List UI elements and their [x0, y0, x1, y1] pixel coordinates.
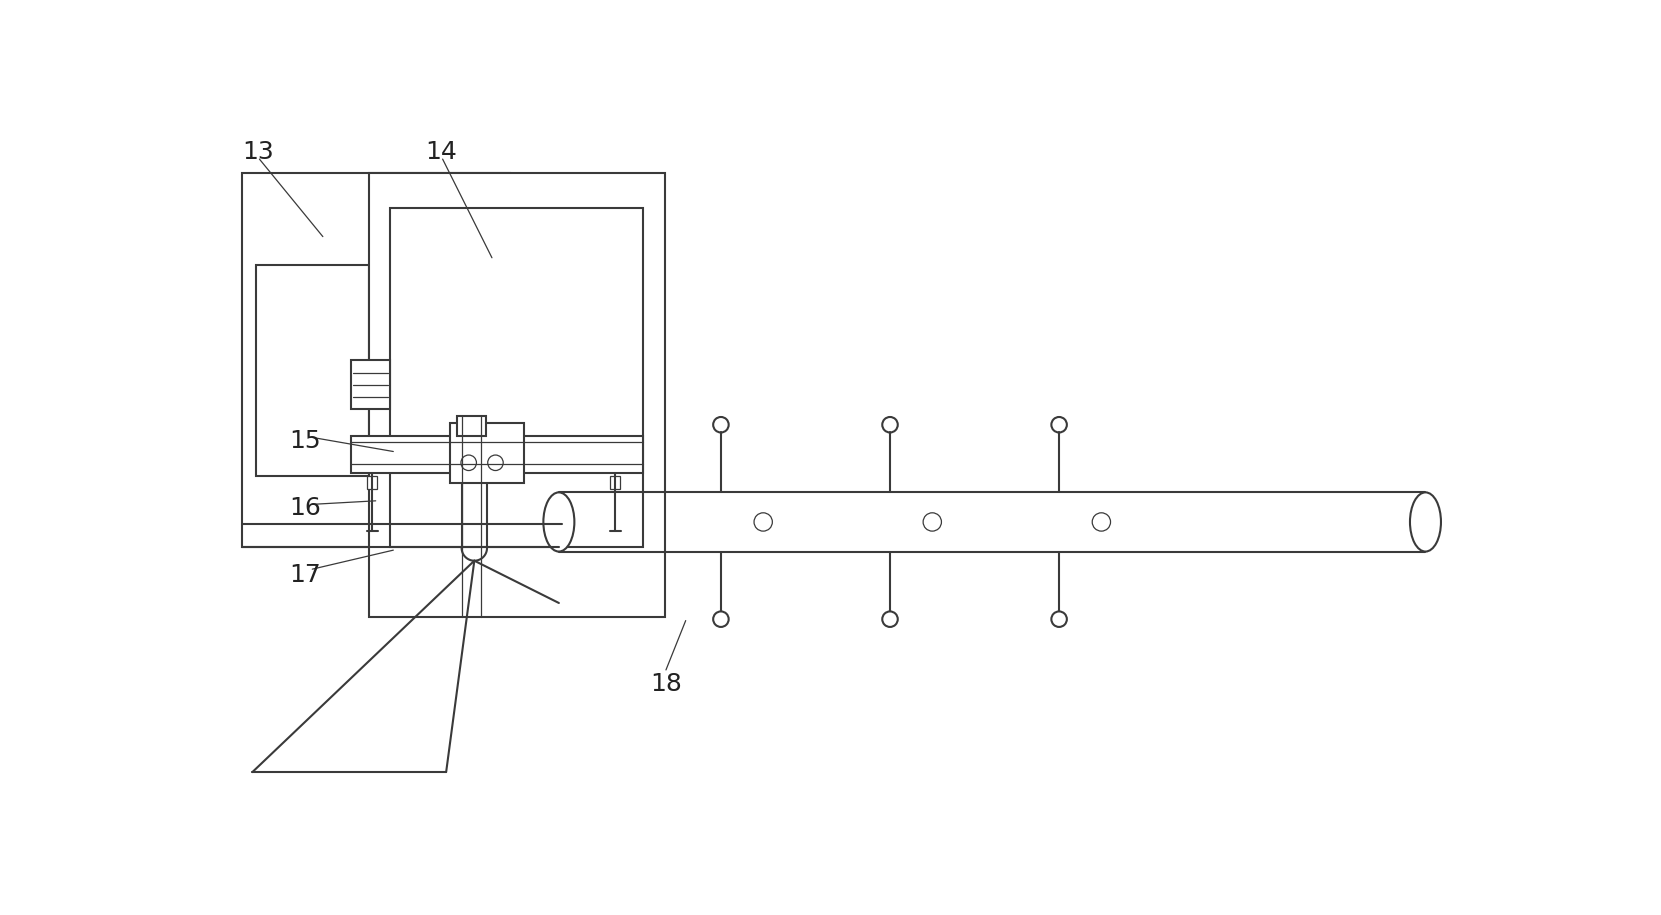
Bar: [610, 476, 620, 489]
Text: 18: 18: [651, 672, 683, 696]
Bar: [457, 416, 487, 436]
Bar: [367, 476, 377, 489]
Text: 13: 13: [243, 140, 274, 164]
Ellipse shape: [543, 492, 575, 552]
Bar: [390, 209, 643, 546]
Circle shape: [1093, 512, 1111, 531]
Circle shape: [882, 417, 897, 433]
Text: 14: 14: [425, 140, 457, 164]
Bar: [243, 173, 510, 546]
Circle shape: [713, 611, 729, 627]
Bar: [369, 173, 664, 617]
Ellipse shape: [1410, 492, 1442, 552]
Circle shape: [1051, 611, 1066, 627]
Circle shape: [462, 455, 477, 470]
Circle shape: [713, 417, 729, 433]
Bar: [450, 424, 523, 483]
Bar: [350, 360, 390, 409]
Text: 17: 17: [289, 563, 322, 587]
Text: 15: 15: [289, 429, 321, 453]
Bar: [256, 264, 369, 476]
Circle shape: [882, 611, 897, 627]
Circle shape: [924, 512, 942, 531]
Text: 16: 16: [289, 496, 322, 520]
Circle shape: [488, 455, 503, 470]
Circle shape: [1051, 417, 1066, 433]
Bar: [350, 436, 643, 473]
Circle shape: [754, 512, 772, 531]
